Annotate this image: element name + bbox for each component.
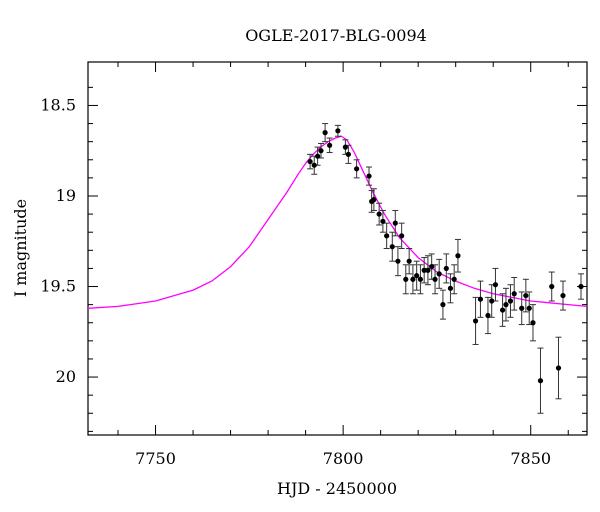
data-point: [311, 162, 317, 168]
chart-title: OGLE-2017-BLG-0094: [245, 26, 427, 45]
data-point: [403, 276, 409, 282]
data-point: [421, 267, 427, 273]
data-point: [395, 258, 401, 264]
data-point: [376, 211, 382, 217]
data-point: [345, 151, 351, 157]
data-point: [526, 305, 532, 311]
data-point: [322, 130, 328, 136]
data-point: [318, 148, 324, 154]
data-point: [335, 128, 341, 134]
data-point: [440, 302, 446, 308]
y-tick-label: 19: [56, 186, 76, 205]
data-point: [555, 365, 562, 371]
x-axis-label: HJD - 2450000: [277, 479, 397, 498]
data-point: [342, 144, 348, 150]
data-point: [578, 283, 584, 290]
data-point: [447, 285, 454, 291]
data-point: [436, 271, 442, 277]
data-point: [485, 312, 491, 319]
data-point: [399, 233, 405, 239]
data-point: [472, 318, 479, 324]
data-point: [549, 283, 555, 290]
model-curve: [87, 135, 588, 309]
axis-ticks: [88, 62, 587, 435]
data-point: [406, 258, 412, 264]
y-axis-label: I magnitude: [11, 199, 30, 297]
data-point: [503, 302, 509, 308]
data-point: [429, 264, 435, 270]
data-point: [530, 320, 536, 326]
data-point: [432, 276, 438, 282]
data-point: [384, 233, 390, 239]
x-tick-label: 7850: [510, 449, 551, 468]
data-point: [519, 305, 525, 311]
data-point: [354, 166, 360, 172]
data-point: [414, 273, 420, 279]
data-point: [327, 142, 333, 148]
x-tick-label: 7750: [135, 449, 176, 468]
data-point: [443, 265, 449, 272]
y-tick-label: 18.5: [40, 95, 76, 114]
tick-labels: 7750 7800 7850 18.5 19 19.5 20: [40, 95, 551, 468]
data-point: [489, 298, 495, 304]
y-tick-label: 19.5: [40, 277, 76, 296]
data-point: [455, 253, 461, 259]
data-point: [371, 197, 377, 203]
data-point: [315, 153, 321, 159]
y-tick-label: 20: [56, 367, 76, 386]
data-point: [507, 298, 514, 304]
plot-frame: [87, 61, 588, 436]
x-tick-label: 7800: [323, 449, 364, 468]
data-point: [537, 378, 544, 384]
data-point: [560, 292, 566, 299]
data-point: [523, 292, 529, 299]
data-point: [410, 276, 416, 282]
data-point: [380, 218, 386, 224]
data-point: [477, 296, 484, 302]
data-point: [307, 158, 313, 165]
data-point: [417, 276, 424, 282]
data-point: [451, 276, 457, 282]
data-point: [366, 173, 372, 179]
data-point: [389, 244, 395, 250]
data-points: [307, 128, 584, 384]
data-point: [492, 282, 499, 288]
data-point: [392, 220, 398, 226]
data-point: [511, 291, 517, 297]
data-point: [499, 307, 506, 313]
data-point: [425, 267, 431, 273]
